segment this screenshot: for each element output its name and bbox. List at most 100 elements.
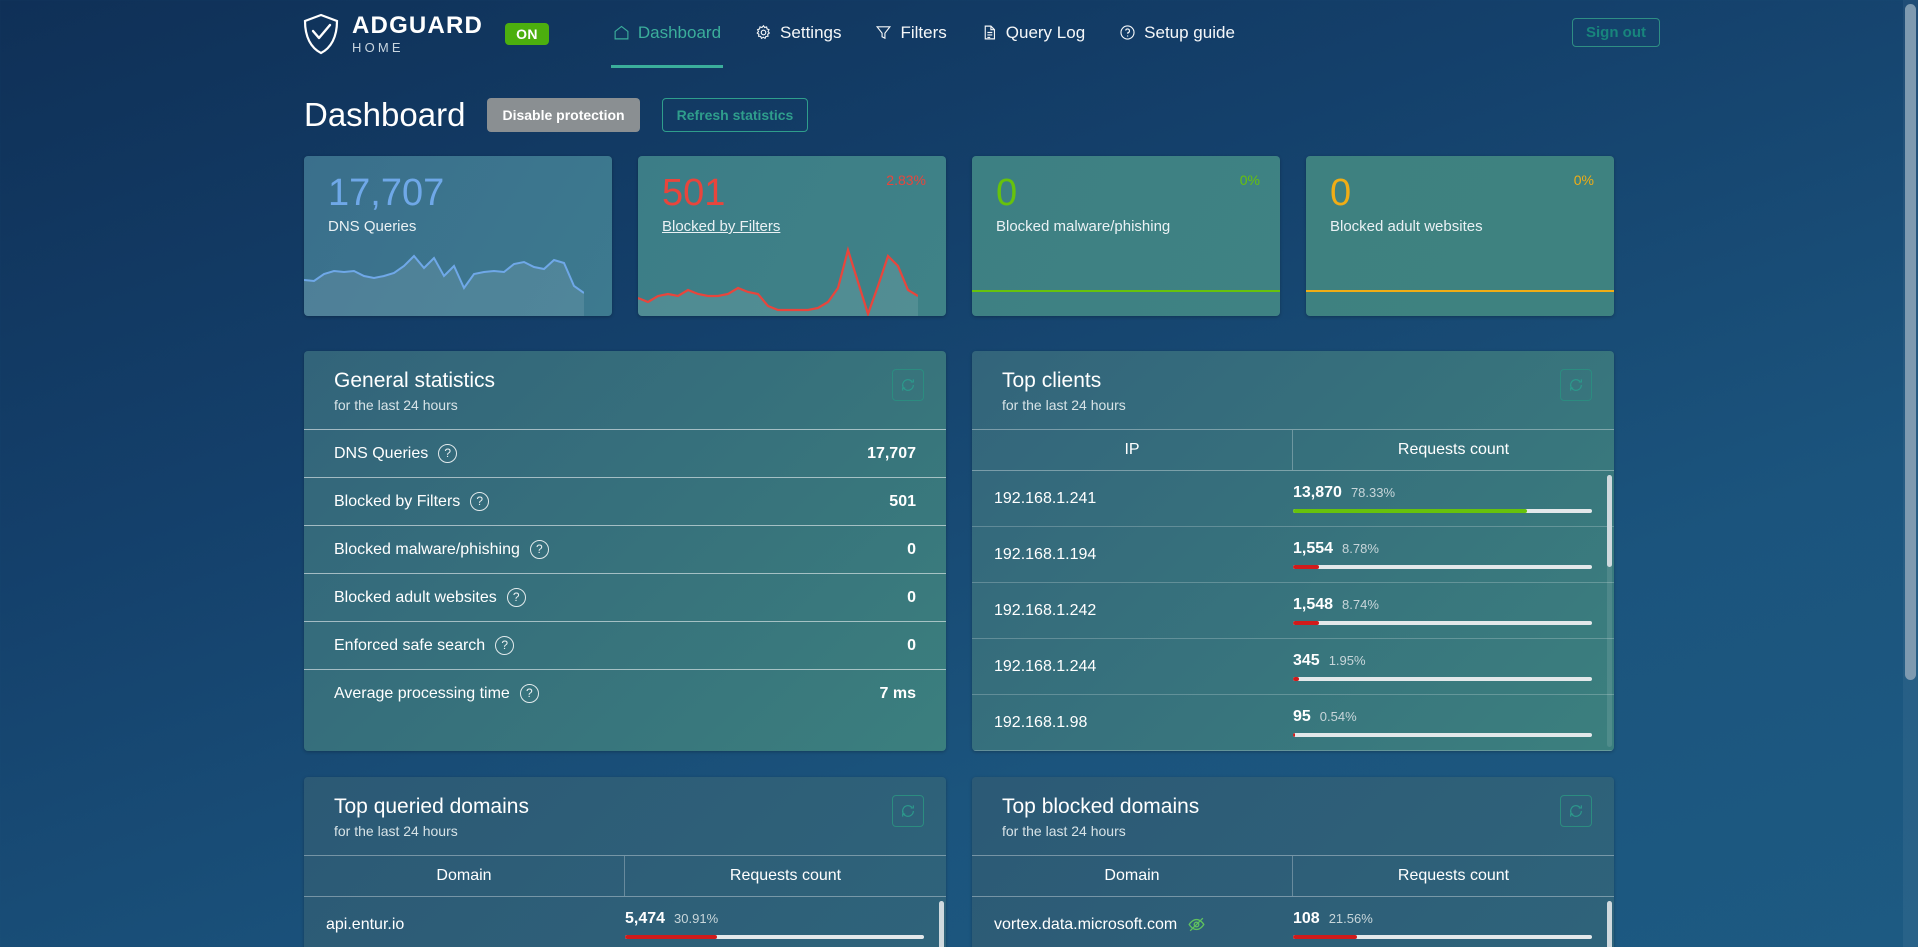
nav-item-setup-guide-label: Setup guide xyxy=(1144,22,1235,42)
column-header-requests: Requests count xyxy=(729,867,842,884)
nav-item-dashboard[interactable]: Dashboard xyxy=(610,0,724,68)
refresh-statistics-button[interactable]: Refresh statistics xyxy=(661,98,809,132)
stat-label: DNS Queries xyxy=(334,444,429,462)
help-icon[interactable]: ? xyxy=(495,636,515,655)
brand-name: ADGUARD xyxy=(352,12,484,39)
top-blocked-domains-table-body: vortex.data.microsoft.com 108 21.56% xyxy=(972,897,1614,947)
adult-flatline xyxy=(1306,290,1614,292)
table-row[interactable]: api.entur.io 5,474 30.91% xyxy=(304,897,946,947)
top-queried-domains-scroll-thumb[interactable] xyxy=(939,901,944,947)
stat-value: 17,707 xyxy=(867,444,916,462)
nav-item-settings[interactable]: Settings xyxy=(753,0,843,68)
brand-logo[interactable]: ADGUARD HOME ON xyxy=(302,13,549,55)
help-icon[interactable]: ? xyxy=(470,492,490,511)
domain-name[interactable]: vortex.data.microsoft.com xyxy=(994,915,1178,933)
requests-percent: 8.78% xyxy=(1342,541,1379,556)
refresh-icon xyxy=(902,805,914,817)
stat-row: Average processing time ? 7 ms xyxy=(304,669,946,717)
client-ip[interactable]: 192.168.1.241 xyxy=(994,489,1097,507)
help-icon[interactable]: ? xyxy=(438,444,458,463)
column-header-domain: Domain xyxy=(304,856,625,896)
card-title: Top clients xyxy=(1002,369,1102,392)
page-scrollbar-thumb[interactable] xyxy=(1905,4,1916,680)
nav-item-query-log[interactable]: Query Log xyxy=(979,0,1087,68)
card-header: Top blocked domains for the last 24 hour… xyxy=(972,777,1614,855)
nav-item-filters[interactable]: Filters xyxy=(873,0,948,68)
table-row[interactable]: 192.168.1.241 13,870 78.33% xyxy=(972,471,1614,527)
top-blocked-domains-scroll-thumb[interactable] xyxy=(1607,901,1612,947)
page-content: Dashboard Disable protection Refresh sta… xyxy=(0,96,1918,947)
top-queried-domains-refresh-button[interactable] xyxy=(892,795,924,827)
top-clients-table-body: 192.168.1.241 13,870 78.33% 192.168.1.19… xyxy=(972,471,1614,751)
progress-bar xyxy=(1293,733,1592,737)
card-subtitle: for the last 24 hours xyxy=(334,823,458,839)
nav-item-setup-guide[interactable]: Setup guide xyxy=(1117,0,1237,68)
nav-item-query-log-label: Query Log xyxy=(1005,22,1086,42)
requests-count: 5,474 xyxy=(625,910,666,927)
requests-count: 13,870 xyxy=(1293,484,1342,501)
table-row[interactable]: 192.168.1.98 95 0.54% xyxy=(972,695,1614,751)
counter-card-blocked-malware[interactable]: 0 Blocked malware/phishing 0% xyxy=(972,156,1280,316)
brand-subtitle: HOME xyxy=(352,40,404,55)
counter-card-blocked-by-filters[interactable]: 501 Blocked by Filters 2.83% xyxy=(638,156,946,316)
column-header-requests: Requests count xyxy=(1397,441,1510,458)
counter-cards: 17,707 DNS Queries 501 Blocked by Filter… xyxy=(304,156,1614,316)
requests-count: 95 xyxy=(1293,708,1311,725)
stat-value: 501 xyxy=(889,492,916,510)
stat-label: Blocked by Filters xyxy=(334,492,461,510)
progress-bar xyxy=(1293,935,1592,939)
top-clients-scroll-track[interactable] xyxy=(1607,475,1612,747)
question-circle-icon xyxy=(1120,25,1135,40)
stat-label: Blocked adult websites xyxy=(334,588,497,606)
counter-percent: 0% xyxy=(1239,172,1260,188)
help-icon[interactable]: ? xyxy=(519,684,539,703)
malware-flatline xyxy=(972,290,1280,292)
gear-icon xyxy=(756,24,771,40)
general-statistics-card: General statistics for the last 24 hours… xyxy=(304,351,946,751)
progress-bar xyxy=(1293,565,1592,569)
counter-card-dns-queries[interactable]: 17,707 DNS Queries xyxy=(304,156,612,316)
top-blocked-domains-refresh-button[interactable] xyxy=(1560,795,1592,827)
progress-bar xyxy=(1293,509,1592,513)
client-ip[interactable]: 192.168.1.242 xyxy=(994,601,1097,619)
requests-percent: 78.33% xyxy=(1350,485,1396,500)
top-clients-scroll-thumb[interactable] xyxy=(1607,475,1612,567)
main-nav: Dashboard Settings Filters Query Log xyxy=(610,0,1237,68)
table-row[interactable]: 192.168.1.242 1,548 8.74% xyxy=(972,583,1614,639)
card-subtitle: for the last 24 hours xyxy=(334,397,458,413)
disable-protection-button[interactable]: Disable protection xyxy=(487,98,640,132)
stat-row: Blocked malware/phishing ? 0 xyxy=(304,525,946,573)
counter-value: 0 xyxy=(996,172,1018,214)
stat-row: Blocked adult websites ? 0 xyxy=(304,573,946,621)
counter-value: 17,707 xyxy=(328,172,445,214)
client-ip[interactable]: 192.168.1.244 xyxy=(994,657,1097,675)
help-icon[interactable]: ? xyxy=(506,588,526,607)
client-ip[interactable]: 192.168.1.194 xyxy=(994,545,1097,563)
stat-row: Enforced safe search ? 0 xyxy=(304,621,946,669)
dashboard-middle-row: General statistics for the last 24 hours… xyxy=(304,351,1614,751)
requests-percent: 8.74% xyxy=(1342,597,1379,612)
counter-label[interactable]: Blocked by Filters xyxy=(662,217,781,235)
table-row[interactable]: 192.168.1.244 345 1.95% xyxy=(972,639,1614,695)
sign-out-button[interactable]: Sign out xyxy=(1572,18,1660,47)
stat-row: Blocked by Filters ? 501 xyxy=(304,477,946,525)
protection-status-badge: ON xyxy=(505,23,549,45)
stat-label: Average processing time xyxy=(334,684,510,702)
card-header: General statistics for the last 24 hours xyxy=(304,351,946,429)
refresh-icon xyxy=(902,379,914,391)
table-row[interactable]: vortex.data.microsoft.com 108 21.56% xyxy=(972,897,1614,947)
eye-off-icon[interactable] xyxy=(1187,915,1206,934)
table-row[interactable]: 192.168.1.194 1,554 8.78% xyxy=(972,527,1614,583)
column-header-requests: Requests count xyxy=(1397,867,1510,884)
funnel-icon xyxy=(876,26,892,40)
top-clients-refresh-button[interactable] xyxy=(1560,369,1592,401)
client-ip[interactable]: 192.168.1.98 xyxy=(994,713,1088,731)
help-icon[interactable]: ? xyxy=(529,540,549,559)
general-statistics-refresh-button[interactable] xyxy=(892,369,924,401)
column-header-domain: Domain xyxy=(972,856,1293,896)
domain-name[interactable]: api.entur.io xyxy=(326,915,405,933)
progress-bar xyxy=(1293,677,1592,681)
counter-card-blocked-adult[interactable]: 0 Blocked adult websites 0% xyxy=(1306,156,1614,316)
requests-count: 345 xyxy=(1293,652,1320,669)
counter-percent: 2.83% xyxy=(886,172,926,188)
